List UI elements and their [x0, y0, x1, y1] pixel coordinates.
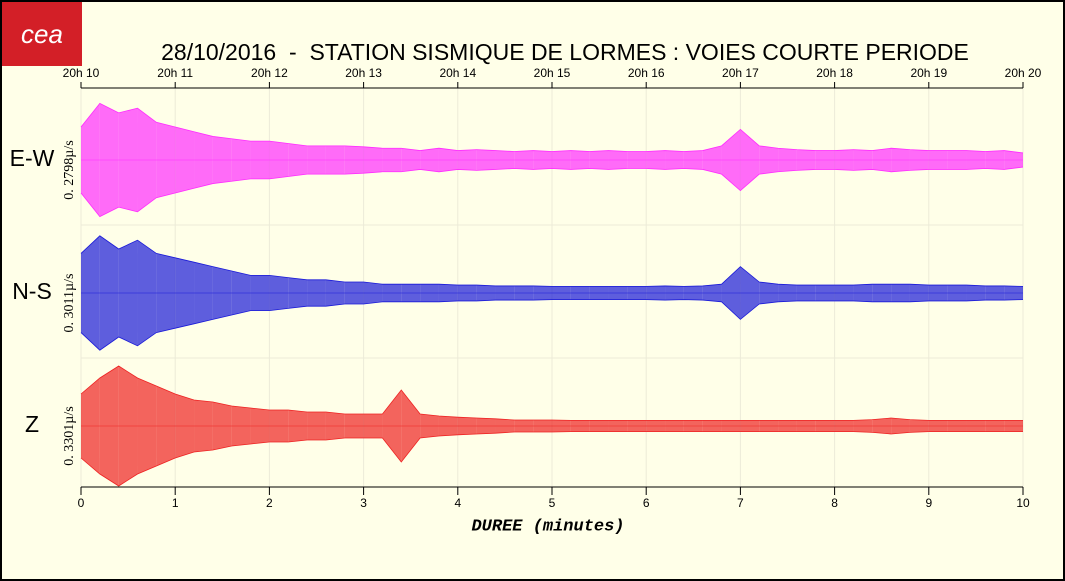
channel-label: Z — [25, 411, 39, 437]
channel-label: E-W — [10, 145, 55, 171]
x-tick-label: 3 — [360, 496, 367, 510]
trace-upper — [80, 235, 1024, 287]
trace-lower — [80, 431, 1023, 487]
x-tick-label: 9 — [925, 496, 932, 510]
top-tick-label: 20h 19 — [910, 66, 947, 80]
top-tick-label: 20h 13 — [345, 66, 382, 80]
x-tick-label: 2 — [266, 496, 273, 510]
x-axis-label: DUREE (minutes) — [471, 517, 624, 536]
x-tick-label: 7 — [737, 496, 744, 510]
top-tick-label: 20h 17 — [722, 66, 759, 80]
x-tick-label: 0 — [78, 496, 85, 510]
top-tick-label: 20h 14 — [439, 66, 476, 80]
channel-label: N-S — [12, 278, 52, 304]
top-tick-label: 20h 12 — [251, 66, 288, 80]
x-tick-label: 6 — [643, 496, 650, 510]
trace-lower — [80, 299, 1024, 351]
scale-label: 0. 2798µ/s — [62, 140, 77, 199]
top-tick-label: 20h 20 — [1005, 66, 1042, 80]
logo: cea — [21, 19, 63, 49]
trace-lower — [80, 166, 1024, 218]
scale-label: 0. 3301µ/s — [62, 406, 77, 465]
x-tick-label: 5 — [549, 496, 556, 510]
trace-upper — [80, 365, 1023, 421]
top-tick-label: 20h 16 — [628, 66, 665, 80]
x-tick-label: 4 — [454, 496, 461, 510]
scale-label: 0. 3011µ/s — [62, 274, 77, 333]
top-tick-label: 20h 15 — [534, 66, 571, 80]
trace-upper — [80, 102, 1024, 154]
x-tick-label: 10 — [1016, 496, 1030, 510]
top-tick-label: 20h 10 — [63, 66, 100, 80]
x-tick-label: 8 — [831, 496, 838, 510]
x-tick-label: 1 — [172, 496, 179, 510]
top-tick-label: 20h 18 — [816, 66, 853, 80]
chart-title: 28/10/2016 - STATION SISMIQUE DE LORMES … — [161, 39, 969, 65]
logo-box — [2, 2, 82, 66]
top-tick-label: 20h 11 — [157, 66, 193, 80]
